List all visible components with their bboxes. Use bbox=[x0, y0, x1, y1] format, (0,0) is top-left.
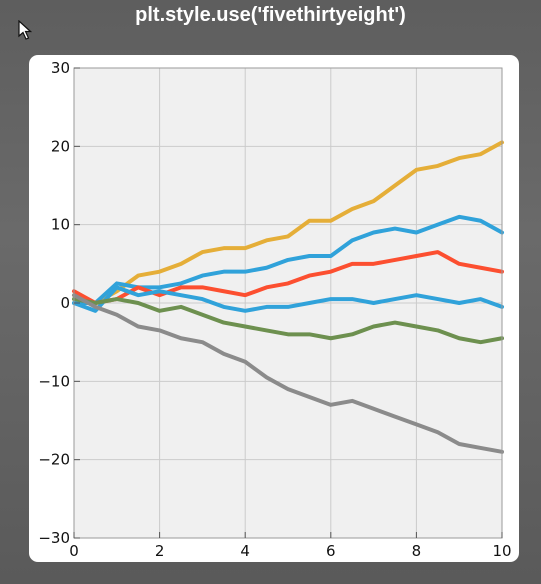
x-tick-label: 4 bbox=[240, 542, 250, 560]
x-tick-label: 2 bbox=[155, 542, 165, 560]
y-tick-label: 10 bbox=[51, 216, 70, 234]
series-line-1 bbox=[72, 140, 504, 305]
x-tick-label: 10 bbox=[492, 542, 511, 560]
axis-ticks: 0 2 4 6 8 10 −30 −20 −10 0 10 20 30 bbox=[38, 59, 511, 560]
series-line-3 bbox=[72, 250, 504, 305]
series-line-6 bbox=[72, 293, 504, 454]
mouse-cursor-icon bbox=[18, 20, 32, 40]
y-tick-label: −10 bbox=[38, 372, 70, 390]
series-lines bbox=[72, 140, 504, 454]
page-title: plt.style.use('fivethirtyeight') bbox=[135, 4, 406, 26]
y-tick-label: 30 bbox=[51, 59, 70, 77]
series-line-4 bbox=[72, 285, 504, 313]
y-tick-label: −30 bbox=[38, 529, 70, 547]
y-tick-label: −20 bbox=[38, 451, 70, 469]
y-tick-label: 0 bbox=[60, 294, 70, 312]
grid bbox=[73, 67, 503, 539]
line-chart: 0 2 4 6 8 10 −30 −20 −10 0 10 20 30 bbox=[38, 59, 511, 560]
x-tick-label: 0 bbox=[69, 542, 79, 560]
x-tick-label: 6 bbox=[326, 542, 336, 560]
x-tick-label: 8 bbox=[412, 542, 422, 560]
chart-card: 0 2 4 6 8 10 −30 −20 −10 0 10 20 30 bbox=[29, 55, 519, 562]
series-line-2 bbox=[72, 214, 504, 305]
y-tick-label: 20 bbox=[51, 137, 70, 155]
series-line-5 bbox=[72, 297, 504, 345]
